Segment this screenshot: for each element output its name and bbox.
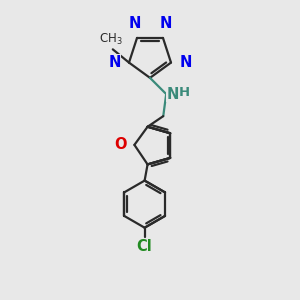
Text: O: O (115, 137, 127, 152)
Text: Cl: Cl (137, 239, 152, 254)
Text: N: N (167, 87, 179, 102)
Text: N: N (108, 55, 121, 70)
Text: N: N (159, 16, 172, 31)
Text: CH$_3$: CH$_3$ (100, 32, 123, 47)
Text: N: N (179, 55, 192, 70)
Text: H: H (178, 86, 190, 99)
Text: N: N (128, 16, 141, 31)
